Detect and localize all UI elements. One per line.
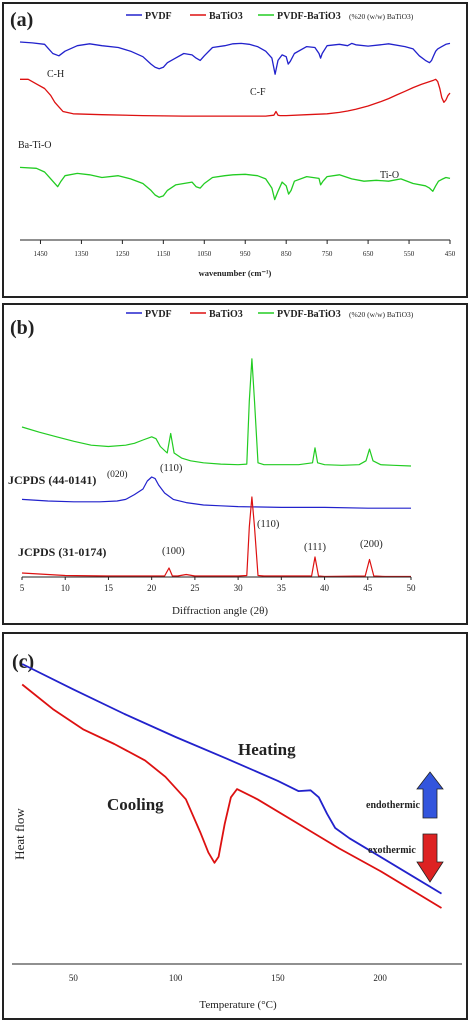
dsc-y-axis-label: Heat flow [12,808,27,860]
curve-label-cooling: Cooling [107,795,164,814]
ref-label-pvdf: JCPDS (44-0141) [8,473,96,487]
xrd-x-tick-label: 50 [407,583,417,593]
dsc-x-tick-label: 200 [373,973,387,983]
ftir-x-tick-label: 1050 [197,250,212,258]
ftir-x-tick-label: 750 [322,250,333,258]
legend-label-pvdf: PVDF [145,309,172,320]
panel-label-a: (a) [10,9,33,31]
xrd-legend: PVDF BaTiO3 PVDF-BaTiO3 (%20 (w/w) BaTiO… [126,309,414,320]
dsc-x-tick-label: 150 [271,973,285,983]
xrd-x-tick-label: 10 [61,583,71,593]
legend-label-batio3: BaTiO3 [209,309,243,320]
legend-label-pvdf: PVDF [145,11,172,22]
xrd-x-tick-label: 20 [147,583,157,593]
peak-label-111: (111) [304,542,326,553]
ftir-x-tick-label: 1350 [74,250,89,258]
legend-label-batio3: BaTiO3 [209,11,243,22]
panel-label-b: (b) [10,317,34,339]
peak-label-110-pvdf: (110) [160,463,183,474]
xrd-x-tick-label: 30 [234,583,244,593]
xrd-x-tick-label: 40 [320,583,330,593]
series-line-pvdf-batio3 [19,166,451,201]
exothermic-arrow-down-icon [416,833,444,883]
series-line-pvdf [19,41,451,75]
xrd-panel: (b) PVDF BaTiO3 PVDF-BaTiO3 (%20 (w/w) B… [2,303,468,625]
annotation-c-f: C-F [250,87,266,98]
xrd-x-tick-label: 15 [104,583,114,593]
xrd-x-axis-label: Diffraction angle (2θ) [172,605,268,617]
ftir-x-tick-label: 950 [240,250,251,258]
ftir-x-tick-label: 1250 [115,250,130,258]
ftir-x-tick-label: 850 [281,250,292,258]
ftir-x-axis-label: wavenumber (cm⁻¹) [199,268,272,278]
xrd-x-tick-label: 45 [363,583,373,593]
ftir-chart: (a) PVDF BaTiO3 PVDF-BaTiO3 (%20 (w/w) B… [10,9,456,278]
ftir-legend: PVDF BaTiO3 PVDF-BaTiO3 (%20 (w/w) BaTiO… [126,11,414,22]
dsc-x-tick-label: 100 [169,973,183,983]
ftir-plot-area: 1450 1350 1250 1150 1050 950 850 750 650 550 450 [19,41,456,258]
arrow-label-exothermic: exothermic [368,845,416,856]
legend-label-composite: PVDF-BaTiO3 [277,309,341,320]
xrd-plot-area: 5 10 15 20 25 30 35 40 45 50 [20,358,417,593]
ftir-x-tick-label: 1450 [33,250,48,258]
peak-label-110-batio3: (110) [257,519,280,530]
xrd-x-tick-label: 5 [20,583,25,593]
series-line-pvdf [21,476,411,509]
panel-label-c: (c) [12,651,34,673]
xrd-x-tick-label: 25 [190,583,200,593]
series-line-batio3 [20,78,451,117]
ftir-x-tick-label: 650 [363,250,374,258]
series-line-pvdf-batio3 [21,358,412,467]
series-line-cooling [21,683,442,909]
ftir-panel: (a) PVDF BaTiO3 PVDF-BaTiO3 (%20 (w/w) B… [2,2,468,298]
ftir-x-tick-label: 1150 [156,250,170,258]
dsc-panel: (c) Heat flow 50 100 150 200 Heating Coolin… [2,632,468,1020]
annotation-ti-o: Ti-O [380,170,399,181]
endothermic-arrow-up-icon [416,771,444,819]
legend-note-composite: (%20 (w/w) BaTiO3) [349,310,414,319]
xrd-x-tick-label: 35 [277,583,287,593]
annotation-ba-ti-o: Ba-Ti-O [18,140,52,151]
series-line-heating [21,663,442,895]
ftir-x-tick-label: 550 [404,250,415,258]
peak-label-020: (020) [107,469,128,480]
ftir-x-tick-label: 450 [445,250,456,258]
dsc-x-axis-label: Temperature (°C) [199,999,277,1011]
peak-label-200: (200) [360,539,383,550]
arrow-label-endothermic: endothermic [366,800,420,811]
curve-label-heating: Heating [238,740,296,759]
xrd-chart: (b) PVDF BaTiO3 PVDF-BaTiO3 (%20 (w/w) B… [8,309,417,617]
peak-label-100: (100) [162,546,185,557]
legend-note-composite: (%20 (w/w) BaTiO3) [349,12,414,21]
dsc-x-tick-label: 50 [69,973,79,983]
dsc-plot-area: 50 100 150 200 [12,663,462,983]
annotation-c-h: C-H [47,69,64,80]
legend-label-composite: PVDF-BaTiO3 [277,11,341,22]
series-line-batio3 [21,496,411,578]
ref-label-batio3: JCPDS (31-0174) [18,545,106,559]
dsc-chart: (c) Heat flow 50 100 150 200 Heating Coolin… [12,651,462,1011]
